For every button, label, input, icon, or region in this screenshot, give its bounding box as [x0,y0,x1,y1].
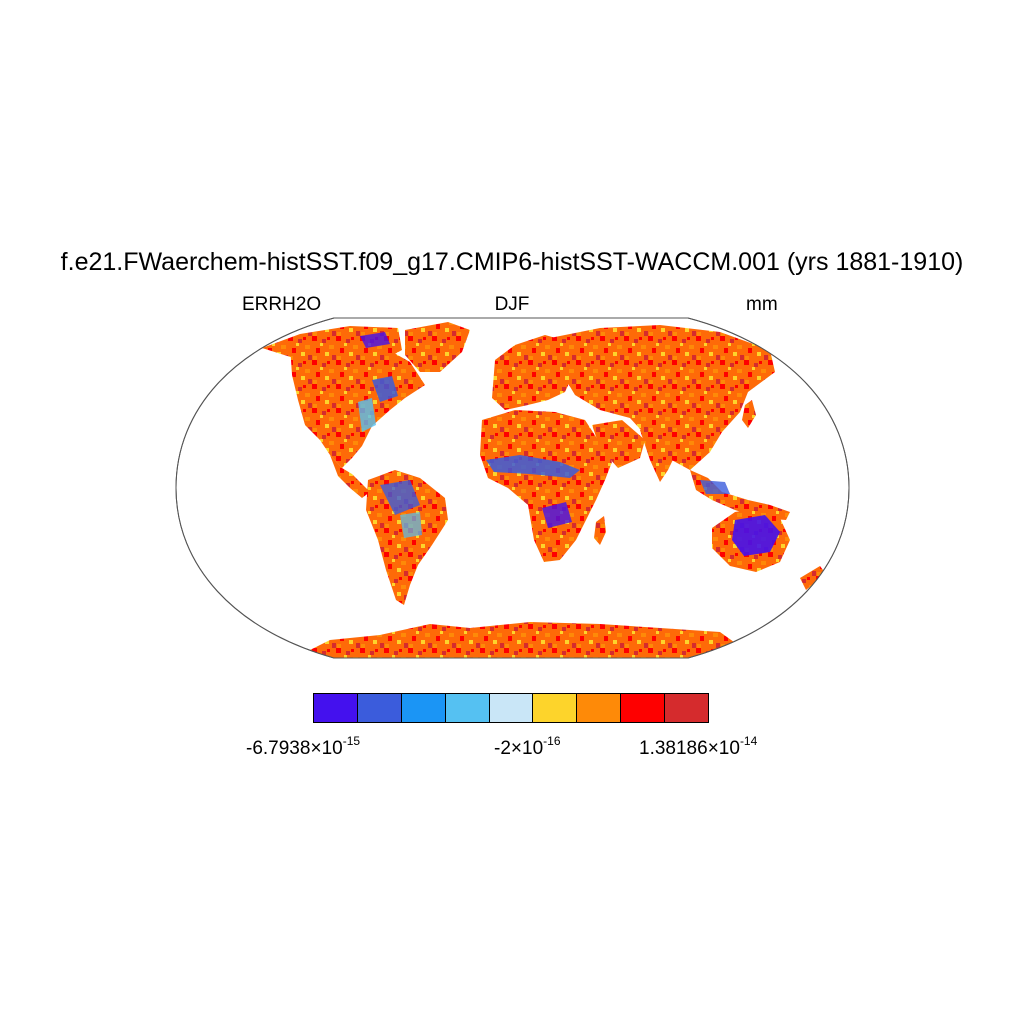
anomaly-africa-sahel [486,455,580,478]
landmass-japan [742,400,756,428]
units-label: mm [746,294,778,315]
anomaly-north-america-arctic [360,332,390,348]
globe-border [175,317,850,659]
plot-title: f.e21.FWaerchem-histSST.f09_g17.CMIP6-hi… [60,248,964,276]
colorbar-box [620,693,666,723]
landmass-arabia [592,420,645,468]
colorbar-box [313,693,358,723]
landmass-central-america [330,455,370,498]
anomaly-us-east [358,398,376,432]
colorbar-box [532,693,578,723]
colorbar-box [664,693,710,723]
landmass-north-america [290,338,425,468]
colorbar-box [488,693,534,723]
land-masses [262,322,826,658]
colorbar-box [400,693,446,723]
colorbar-box [356,693,402,723]
colorbar-box [444,693,490,723]
landmass-asia [540,325,775,470]
variable-label: ERRH2O [242,294,322,315]
landmass-india [640,425,680,482]
anomaly-southeast-asia [700,480,730,494]
colorbar-label-max: 1.38186×10-14 [639,734,758,759]
anomaly-south-america [380,480,420,515]
colorbar-box [576,693,622,723]
anomaly-africa-south [542,502,572,528]
landmass-southeast-asia [690,470,790,520]
colorbar-label-min: -6.7938×10-15 [246,734,361,759]
landmass-africa [480,410,612,562]
colorbar-label-mid: -2×10-16 [494,734,561,759]
landmass-greenland [405,322,470,372]
colorbar [313,693,710,723]
anomaly-south-america-central [400,512,422,538]
anomaly-north-america-east [372,376,398,402]
landmass-antarctica [300,622,745,658]
anomaly-australia [732,515,780,556]
landmass-new-zealand [800,566,826,590]
landmass-madagascar [594,516,606,545]
season-label: DJF [494,294,530,315]
